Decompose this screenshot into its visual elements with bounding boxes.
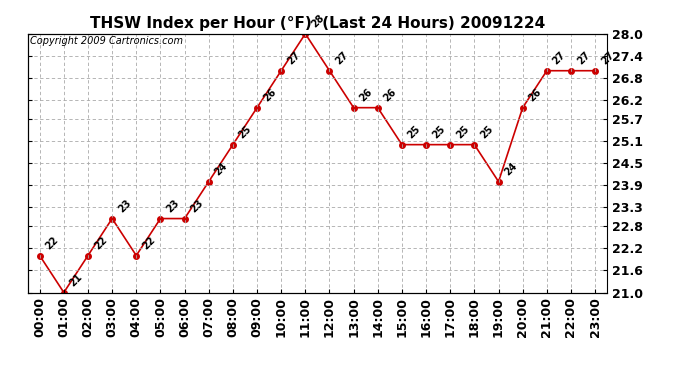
Text: 25: 25 xyxy=(479,124,495,141)
Text: 25: 25 xyxy=(237,124,254,141)
Text: 26: 26 xyxy=(262,87,278,104)
Text: 28: 28 xyxy=(310,13,326,30)
Text: 27: 27 xyxy=(600,50,616,66)
Text: 26: 26 xyxy=(358,87,375,104)
Text: 22: 22 xyxy=(92,235,109,251)
Text: 24: 24 xyxy=(213,161,230,177)
Text: 22: 22 xyxy=(141,235,157,251)
Text: 23: 23 xyxy=(117,198,133,214)
Text: 25: 25 xyxy=(406,124,423,141)
Title: THSW Index per Hour (°F)  (Last 24 Hours) 20091224: THSW Index per Hour (°F) (Last 24 Hours)… xyxy=(90,16,545,31)
Text: 26: 26 xyxy=(382,87,399,104)
Text: 27: 27 xyxy=(575,50,592,66)
Text: 27: 27 xyxy=(334,50,351,66)
Text: 26: 26 xyxy=(527,87,544,104)
Text: Copyright 2009 Cartronics.com: Copyright 2009 Cartronics.com xyxy=(30,36,184,46)
Text: 23: 23 xyxy=(189,198,206,214)
Text: 27: 27 xyxy=(551,50,568,66)
Text: 22: 22 xyxy=(44,235,61,251)
Text: 25: 25 xyxy=(455,124,471,141)
Text: 21: 21 xyxy=(68,272,85,288)
Text: 25: 25 xyxy=(431,124,447,141)
Text: 27: 27 xyxy=(286,50,302,66)
Text: 24: 24 xyxy=(503,161,520,177)
Text: 23: 23 xyxy=(165,198,181,214)
